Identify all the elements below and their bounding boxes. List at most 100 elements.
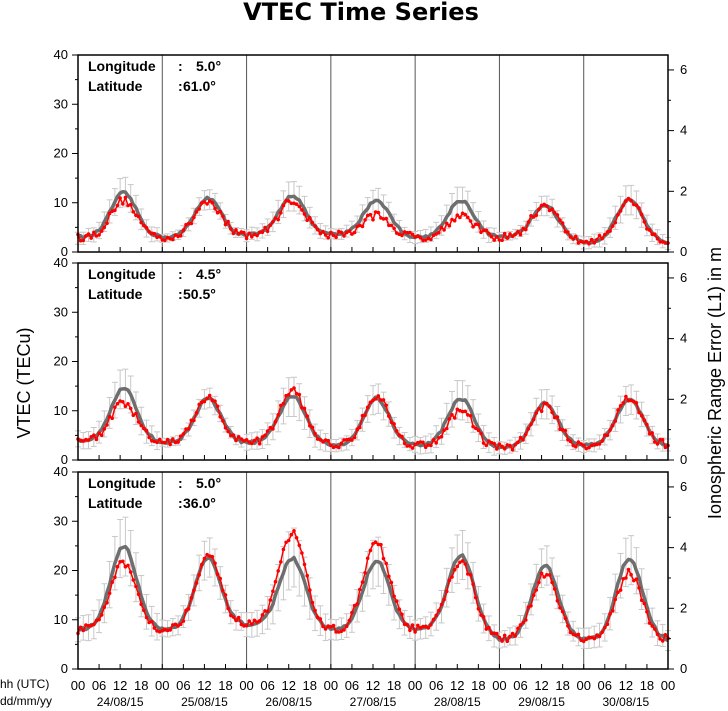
- observed-point: [142, 223, 146, 228]
- x-tick-label: 06: [429, 678, 443, 693]
- observed-point: [558, 218, 562, 222]
- observed-point: [613, 597, 618, 602]
- observed-point: [286, 199, 291, 203]
- observed-point: [603, 433, 607, 437]
- observed-point: [566, 624, 570, 628]
- observed-point: [257, 442, 262, 446]
- observed-point: [481, 615, 486, 619]
- observed-point: [81, 238, 86, 243]
- observed-point: [302, 212, 307, 216]
- observed-point: [126, 402, 130, 406]
- observed-point: [463, 409, 468, 414]
- observed-point: [460, 409, 465, 414]
- observed-point: [368, 400, 373, 405]
- observed-point: [205, 202, 209, 206]
- observed-point: [229, 613, 233, 618]
- observed-point: [642, 418, 647, 423]
- observed-point: [381, 556, 386, 561]
- observed-point: [655, 236, 660, 241]
- observed-point: [326, 236, 331, 240]
- observed-point: [650, 431, 654, 435]
- observed-point: [286, 538, 291, 543]
- observed-point: [495, 631, 499, 636]
- observed-point: [392, 422, 396, 426]
- y-tick-label: 40: [54, 464, 68, 479]
- observed-point: [660, 438, 665, 442]
- observed-point: [645, 610, 649, 614]
- latitude-colon: :: [178, 286, 183, 302]
- observed-point: [455, 564, 460, 569]
- observed-point: [281, 547, 286, 552]
- observed-point: [181, 619, 186, 623]
- latitude-label: Latitude: [88, 286, 143, 302]
- observed-point: [260, 230, 265, 234]
- observed-point: [121, 400, 125, 404]
- y-right-tick-label: 6: [680, 62, 687, 77]
- observed-point: [405, 444, 410, 448]
- observed-point: [218, 576, 222, 581]
- observed-point: [518, 232, 523, 237]
- observed-point: [655, 632, 660, 637]
- x-tick-label: 12: [281, 678, 295, 693]
- observed-point: [136, 214, 141, 219]
- observed-point: [500, 238, 504, 242]
- observed-point: [360, 224, 365, 229]
- observed-point: [178, 234, 183, 238]
- observed-point: [297, 392, 302, 397]
- observed-point: [347, 618, 352, 623]
- observed-point: [500, 639, 504, 643]
- observed-point: [476, 222, 481, 227]
- observed-point: [342, 234, 346, 238]
- longitude-label: Longitude: [88, 475, 156, 491]
- observed-point: [200, 562, 204, 567]
- observed-point: [197, 207, 201, 211]
- observed-point: [302, 406, 307, 411]
- observed-point: [431, 438, 436, 442]
- observed-point: [92, 622, 96, 627]
- observed-point: [252, 438, 257, 443]
- observed-point: [81, 439, 86, 443]
- observed-point: [197, 402, 201, 407]
- observed-point: [276, 217, 281, 222]
- observed-point: [492, 441, 497, 446]
- observed-point: [637, 586, 641, 590]
- observed-point: [521, 620, 525, 625]
- observed-point: [531, 593, 536, 597]
- observed-point: [263, 225, 267, 230]
- observed-point: [660, 240, 665, 244]
- observed-point: [192, 418, 196, 423]
- observed-point: [413, 442, 417, 447]
- location-info: Longitude:5.0° Latitude:36.0°: [88, 475, 221, 511]
- observed-point: [236, 615, 241, 620]
- observed-point: [155, 235, 159, 239]
- panel-1: 0 10 20 30 40 0 2 4 6 Longitude:5.0° Latitude:61.0…: [54, 47, 688, 259]
- observed-point: [121, 559, 125, 564]
- observed-point: [207, 199, 212, 203]
- observed-point: [350, 610, 354, 615]
- longitude-label: Longitude: [88, 266, 156, 282]
- observed-point: [563, 616, 568, 620]
- observed-point: [410, 446, 415, 450]
- observed-point: [192, 215, 196, 220]
- observed-point: [107, 211, 112, 216]
- reference-series-line: [77, 544, 669, 643]
- observed-point: [647, 228, 652, 232]
- observed-point: [452, 218, 457, 223]
- observed-point: [516, 626, 520, 631]
- observed-point: [365, 556, 370, 561]
- observed-point: [189, 596, 194, 600]
- y-right-tick-label: 2: [680, 183, 687, 198]
- observed-point: [205, 396, 209, 401]
- observed-point: [626, 399, 631, 403]
- observed-point: [373, 397, 378, 401]
- observed-point: [221, 419, 225, 423]
- observed-point: [552, 211, 557, 215]
- observed-point: [445, 221, 449, 226]
- observed-point: [608, 229, 612, 233]
- observed-point: [236, 231, 241, 236]
- observed-point: [439, 602, 444, 607]
- observed-point: [176, 440, 180, 444]
- observed-point: [94, 234, 99, 238]
- x-tick-label: 18: [134, 678, 148, 693]
- observed-point: [273, 579, 278, 584]
